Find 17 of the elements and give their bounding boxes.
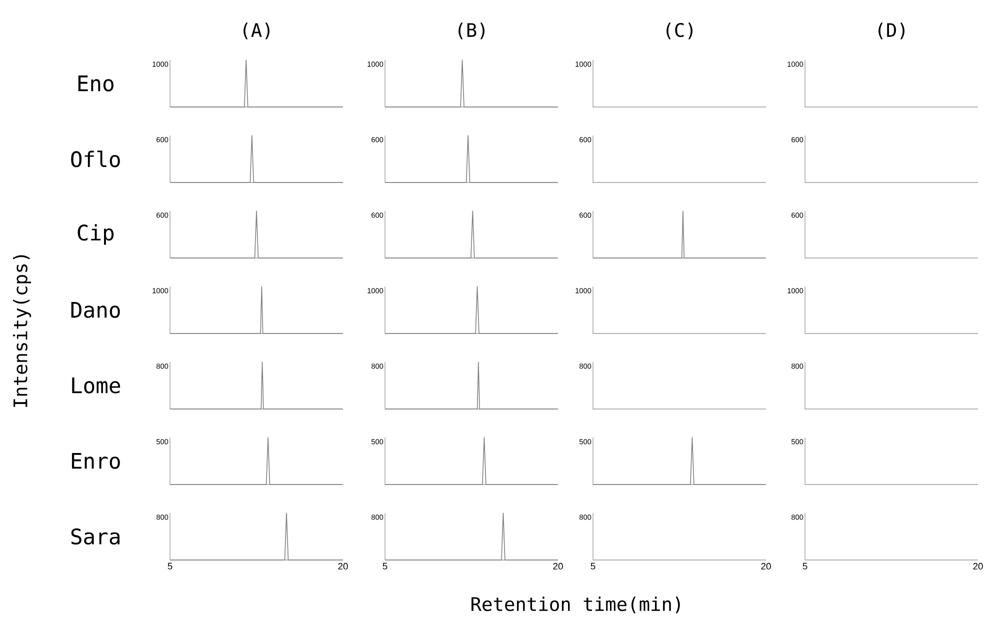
chart-title: (B) [458, 22, 484, 40]
x-tick-label: 5 [168, 562, 172, 570]
x-tick-label: 20 [338, 562, 348, 570]
text: (D) [878, 22, 904, 40]
y-axis-title: Cip [78, 224, 114, 245]
y-axis-title: Enro [72, 453, 120, 469]
y-axis-title: Lome [72, 378, 120, 394]
y-axis-title: Oflo [71, 150, 120, 168]
x-tick-label: 20 [553, 562, 563, 570]
text: (C) [666, 22, 692, 40]
x-tick-label: 5 [382, 562, 388, 570]
y-axis-title: Eno [78, 76, 114, 92]
chart-title: (A) [244, 22, 270, 40]
text: Retention time(min) [472, 596, 680, 614]
text: Intensity(cps) [12, 255, 32, 407]
y-axis-title: Sara [71, 528, 120, 545]
y-axis-title: Dano [71, 302, 120, 318]
